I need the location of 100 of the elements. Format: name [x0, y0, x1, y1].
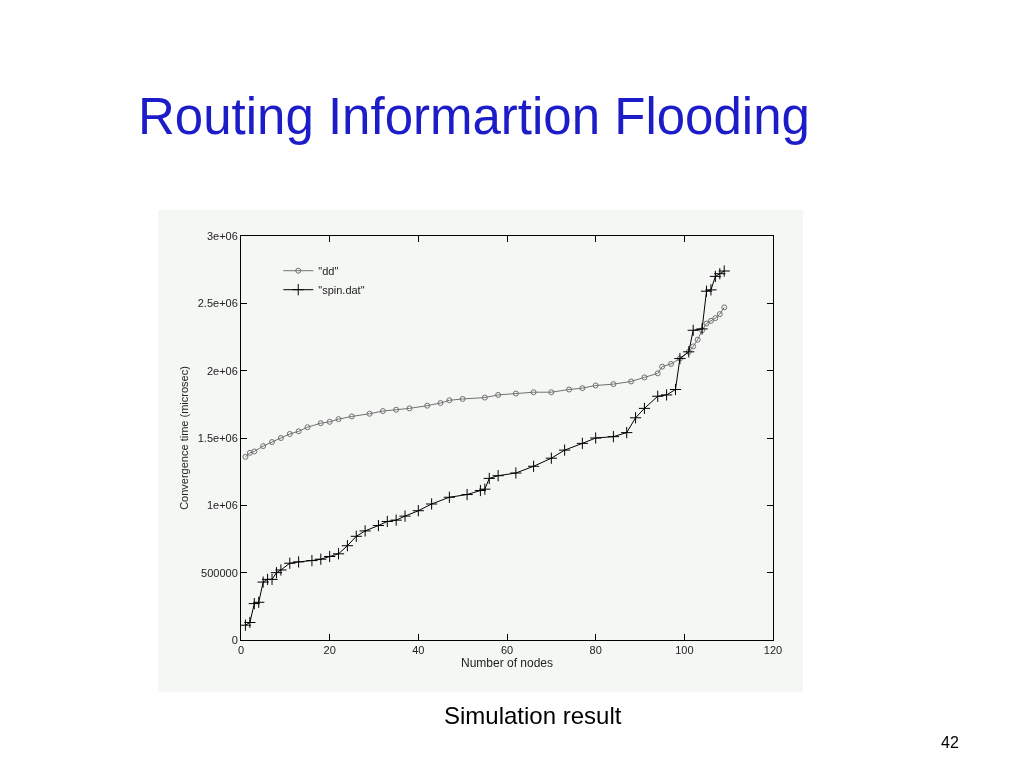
point	[694, 336, 701, 343]
point	[341, 539, 354, 552]
point	[712, 315, 719, 322]
point	[558, 444, 571, 457]
point	[242, 453, 249, 460]
x-tick-label: 20	[323, 644, 336, 657]
x-tick-label: 80	[589, 644, 602, 657]
point	[269, 439, 276, 446]
point	[348, 413, 355, 420]
point	[335, 416, 342, 423]
point	[366, 410, 373, 417]
point	[530, 389, 537, 396]
point	[241, 619, 252, 632]
point	[390, 514, 403, 527]
point	[703, 320, 710, 327]
point	[545, 452, 558, 465]
point	[589, 431, 602, 445]
x-tick-label: 40	[412, 644, 425, 657]
y-tick-label: 1.5e+06	[197, 431, 238, 444]
point	[372, 519, 385, 532]
point	[721, 304, 728, 311]
point	[443, 491, 456, 504]
point	[610, 381, 617, 388]
y-tick-label: 2.5e+06	[197, 297, 238, 310]
point	[461, 488, 474, 501]
point	[709, 270, 722, 283]
point	[481, 394, 488, 401]
point	[620, 426, 633, 439]
point	[425, 497, 438, 511]
x-tick-label: 120	[763, 644, 783, 657]
legend-label: "spin.dat"	[318, 283, 365, 296]
point	[381, 515, 394, 528]
point	[260, 443, 267, 450]
point	[566, 386, 573, 393]
point	[687, 324, 700, 337]
point	[246, 449, 253, 456]
point	[252, 596, 265, 609]
x-tick-label: 60	[500, 644, 514, 657]
point	[283, 557, 296, 570]
y-tick-label: 0	[231, 633, 238, 646]
point	[579, 385, 586, 392]
point	[314, 553, 327, 566]
point	[437, 399, 444, 406]
point	[700, 285, 713, 298]
point	[704, 283, 718, 296]
point	[478, 483, 491, 496]
point	[412, 504, 425, 517]
y-tick-label: 2e+06	[206, 364, 238, 377]
point	[509, 466, 522, 480]
point	[607, 430, 620, 443]
point	[668, 360, 675, 367]
point	[651, 390, 664, 403]
point	[592, 382, 599, 389]
point	[305, 554, 319, 567]
y-tick-label: 500000	[201, 566, 238, 579]
point	[669, 383, 682, 396]
point	[286, 430, 293, 437]
point	[332, 547, 345, 560]
text: 42	[941, 734, 959, 751]
point	[659, 363, 666, 370]
point	[251, 448, 258, 455]
point	[483, 472, 496, 485]
point	[398, 510, 412, 523]
point	[716, 311, 723, 318]
point	[512, 390, 519, 397]
point	[492, 469, 505, 482]
point	[474, 484, 487, 497]
point	[548, 389, 555, 396]
point	[707, 317, 714, 324]
point	[695, 322, 709, 336]
point	[317, 420, 324, 427]
text: Simulation result	[444, 702, 622, 729]
point	[718, 264, 731, 278]
point	[292, 555, 305, 568]
point	[304, 424, 311, 431]
point	[660, 388, 673, 402]
point	[654, 370, 661, 377]
point	[628, 378, 635, 385]
point	[393, 406, 400, 413]
point	[379, 408, 386, 415]
point	[690, 343, 697, 350]
point	[270, 566, 283, 579]
point	[274, 563, 287, 577]
point	[277, 435, 284, 441]
point	[257, 575, 270, 589]
chart-title: Routing Informartion Flooding	[138, 87, 810, 145]
point	[713, 267, 726, 280]
point	[359, 524, 372, 538]
point	[295, 428, 302, 435]
y-tick-label: 1e+06	[206, 499, 238, 512]
point	[638, 402, 651, 415]
point	[350, 530, 363, 543]
point	[576, 437, 589, 450]
point	[323, 550, 336, 563]
point	[527, 460, 540, 473]
point	[248, 597, 261, 610]
point	[446, 397, 453, 404]
x-tick-label: 100	[675, 644, 694, 657]
point	[459, 395, 466, 402]
x-axis-title: Number of nodes	[460, 656, 554, 671]
